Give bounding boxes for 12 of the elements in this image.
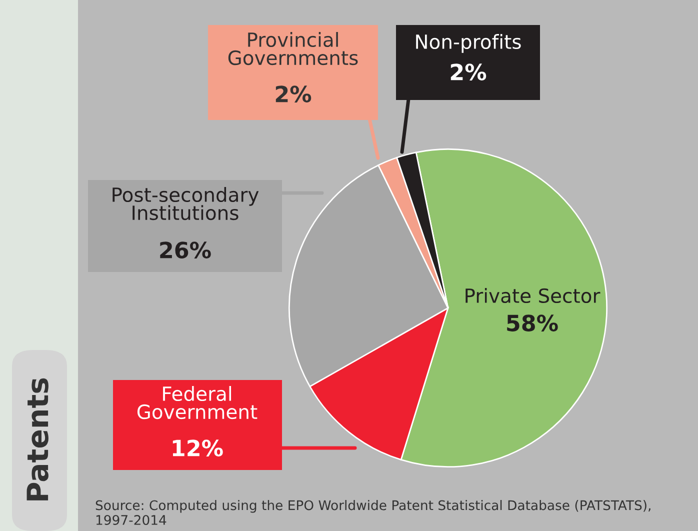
slice-label: Non-profits bbox=[416, 34, 521, 53]
source-note: Source: Computed using the EPO Worldwide Patent Statistical Database (PATSTATS), 1997-2014 bbox=[96, 500, 650, 525]
data-label: 12% bbox=[172, 440, 223, 456]
data-label: 2% bbox=[450, 64, 486, 80]
data-label: 26% bbox=[160, 242, 211, 258]
slice-label: Provincial Governments bbox=[228, 32, 358, 66]
data-label: 58% bbox=[507, 314, 558, 332]
data-label: 2% bbox=[276, 86, 312, 102]
slice-label: Private Sector bbox=[466, 288, 600, 304]
legend-label: Post-secondary Institutions bbox=[112, 187, 259, 220]
text: Patents bbox=[26, 378, 48, 500]
slice-label: Federal Government bbox=[137, 386, 258, 420]
